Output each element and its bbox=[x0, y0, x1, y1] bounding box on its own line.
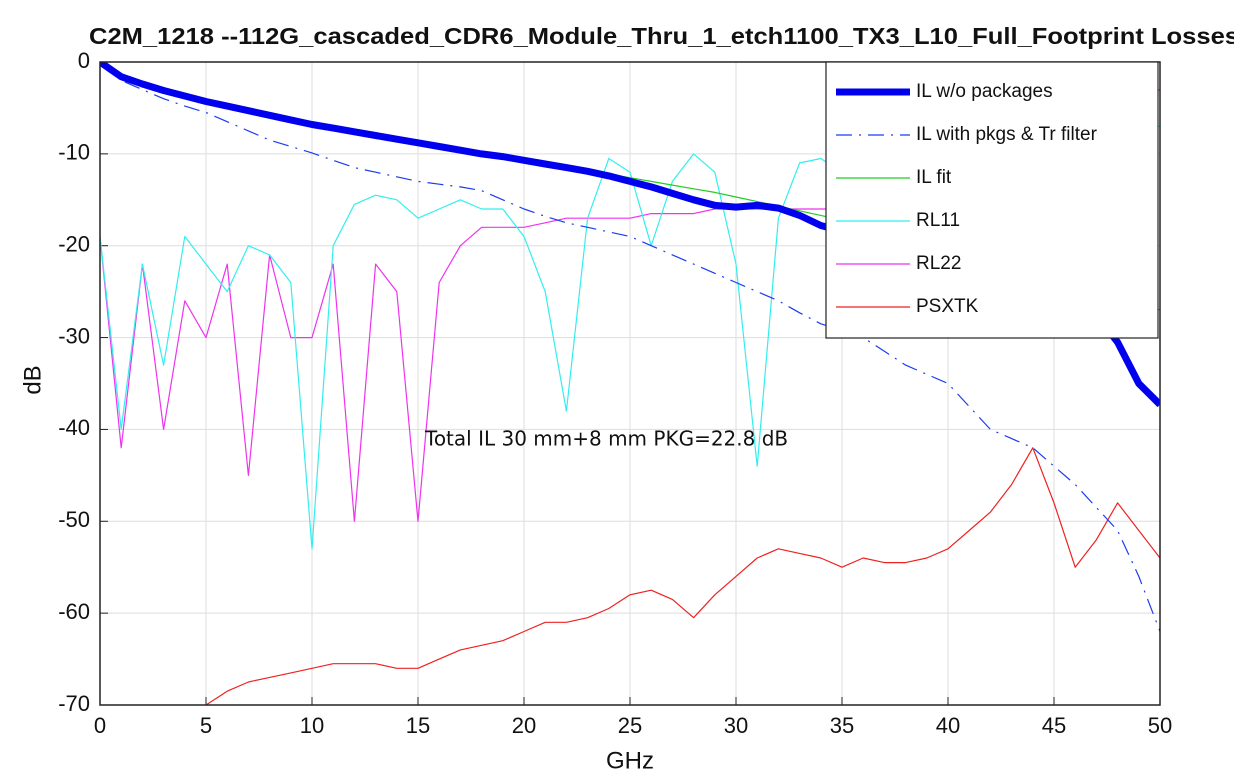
legend-label: RL22 bbox=[916, 253, 961, 274]
x-tick-label: 35 bbox=[830, 713, 854, 738]
y-tick-label: -70 bbox=[58, 691, 90, 716]
y-tick-label: -50 bbox=[58, 507, 90, 532]
series-line bbox=[100, 62, 1160, 632]
y-axis-label: dB bbox=[19, 365, 46, 394]
legend-label: PSXTK bbox=[916, 296, 979, 317]
grid bbox=[99, 61, 1161, 706]
y-tick-label: -10 bbox=[58, 140, 90, 165]
chart-title: C2M_1218 --112G_cascaded_CDR6_Module_Thr… bbox=[89, 23, 1234, 49]
y-tick-label: -60 bbox=[58, 599, 90, 624]
x-tick-label: 5 bbox=[200, 713, 212, 738]
x-axis-label: GHz bbox=[606, 747, 654, 774]
x-tick-label: 10 bbox=[300, 713, 324, 738]
y-tick-label: -30 bbox=[58, 323, 90, 348]
plot-frame bbox=[99, 61, 1161, 706]
y-tick-label: -40 bbox=[58, 415, 90, 440]
annotation: Total IL 30 mm+8 mm PKG=22.8 dB bbox=[424, 427, 788, 451]
x-tick-label: 30 bbox=[724, 713, 748, 738]
legend: IL w/o packages IL with pkgs & Tr filter I… bbox=[825, 61, 1159, 339]
y-tick-label: -20 bbox=[58, 232, 90, 257]
legend-label: IL fit bbox=[916, 167, 952, 188]
legend-label: IL w/o packages bbox=[916, 81, 1053, 102]
x-tick-label: 20 bbox=[512, 713, 536, 738]
legend-box bbox=[825, 61, 1159, 339]
legend-label: IL with pkgs & Tr filter bbox=[916, 124, 1098, 145]
x-tick-label: 0 bbox=[94, 713, 106, 738]
x-tick-label: 40 bbox=[936, 713, 960, 738]
x-tick-label: 50 bbox=[1148, 713, 1172, 738]
x-tick-label: 45 bbox=[1042, 713, 1066, 738]
series-line bbox=[205, 447, 1160, 705]
y-tick-label: 0 bbox=[78, 48, 90, 73]
x-tick-label: 15 bbox=[406, 713, 430, 738]
x-tick-label: 25 bbox=[618, 713, 642, 738]
legend-label: RL11 bbox=[916, 210, 960, 231]
